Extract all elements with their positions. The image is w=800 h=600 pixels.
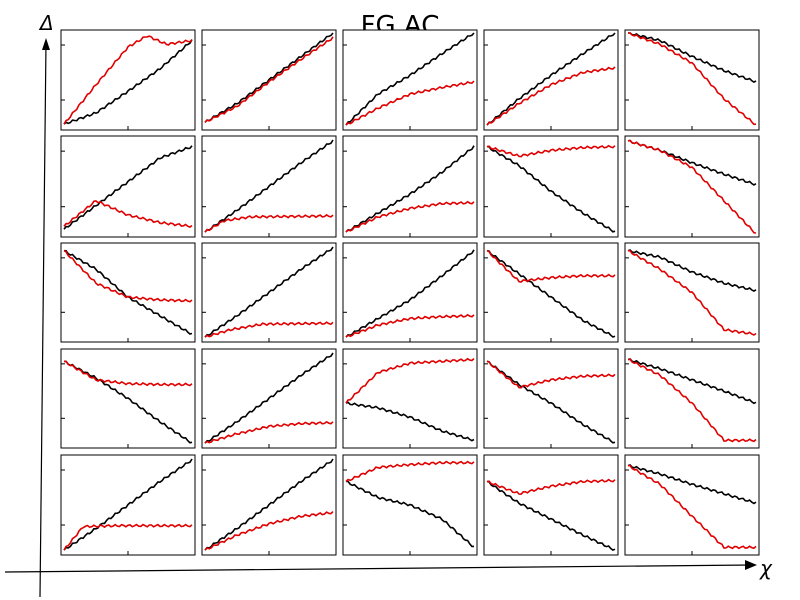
red-series-line	[204, 511, 334, 551]
red-series-line	[486, 478, 616, 496]
black-series-line	[486, 249, 616, 338]
panel-r1c2	[201, 29, 337, 131]
panel-frame	[342, 242, 478, 343]
black-series-line	[204, 246, 334, 338]
black-series-line	[627, 358, 757, 405]
black-series-line	[486, 480, 616, 552]
panel-r2c4	[483, 135, 619, 238]
panel-r5c4	[483, 454, 619, 556]
panel-frame	[60, 135, 196, 238]
red-series-line	[63, 35, 193, 125]
black-series-line	[628, 32, 757, 84]
black-series-line	[486, 145, 616, 233]
panel-r4c1	[60, 348, 196, 449]
red-series-line	[486, 360, 616, 389]
panel-r3c3	[342, 242, 478, 343]
black-series-line	[204, 458, 334, 551]
y-axis-arrowhead	[42, 38, 50, 50]
panel-r3c4	[483, 242, 619, 343]
black-series-line	[63, 360, 193, 444]
panel-r3c2	[201, 242, 337, 343]
panel-r2c5	[624, 135, 760, 238]
panel-frame	[342, 29, 478, 131]
panel-frame	[624, 29, 760, 131]
red-series-line	[627, 249, 757, 336]
x-axis-arrowhead	[745, 560, 757, 570]
red-series-line	[204, 213, 334, 233]
red-series-line	[486, 144, 616, 158]
red-series-line	[345, 313, 475, 338]
red-series-line	[486, 66, 616, 126]
red-series-line	[627, 139, 757, 234]
red-series-line	[345, 357, 475, 404]
panel-r5c5	[624, 454, 760, 556]
panel-r4c3	[342, 348, 478, 449]
black-series-line	[204, 139, 334, 233]
panel-r2c2	[201, 135, 337, 238]
red-series-line	[204, 321, 334, 338]
panel-frame	[60, 242, 196, 343]
panel-r3c1	[60, 242, 196, 343]
red-series-line	[63, 200, 193, 229]
panel-r4c4	[483, 348, 619, 449]
black-series-line	[486, 32, 616, 126]
black-series-line	[204, 32, 334, 123]
black-series-line	[346, 480, 474, 548]
red-series-line	[345, 200, 475, 233]
panel-r2c3	[342, 135, 478, 238]
black-series-line	[486, 360, 616, 444]
panel-r2c1	[60, 135, 196, 238]
panel-frame	[342, 135, 478, 238]
panel-r5c2	[201, 454, 337, 556]
red-series-line	[204, 36, 334, 123]
panel-frame	[483, 242, 619, 343]
panel-r1c5	[624, 29, 760, 131]
red-series-line	[628, 358, 757, 443]
red-series-line	[345, 460, 475, 483]
black-series-line	[627, 464, 757, 505]
red-series-line	[63, 249, 193, 303]
black-series-line	[627, 249, 757, 293]
panel-r5c3	[342, 454, 478, 556]
y-axis-label: Δ	[38, 11, 54, 35]
panel-frame	[342, 348, 478, 449]
red-series-line	[345, 80, 475, 126]
panel-r4c5	[624, 348, 760, 449]
red-series-line	[627, 464, 757, 550]
red-series-line	[486, 249, 616, 283]
red-series-line	[63, 523, 193, 551]
panel-r3c5	[624, 242, 760, 343]
panel-r1c3	[342, 29, 478, 131]
red-series-line	[63, 360, 193, 387]
red-series-line	[628, 32, 757, 126]
panel-r4c2	[201, 348, 337, 449]
black-series-line	[204, 352, 334, 444]
panel-r1c1	[60, 29, 196, 131]
outer-axes	[4, 38, 757, 598]
y-axis-arrow	[39, 41, 47, 598]
panel-r5c1	[60, 454, 196, 556]
black-series-line	[63, 145, 193, 230]
panel-frame	[483, 454, 619, 556]
black-series-line	[345, 145, 475, 233]
black-series-line	[345, 249, 475, 338]
black-series-line	[63, 39, 193, 125]
panel-frame	[624, 135, 760, 238]
black-series-line	[345, 32, 475, 126]
panel-grid	[60, 29, 760, 556]
x-axis-label: χ	[759, 556, 773, 580]
black-series-line	[345, 401, 475, 442]
black-series-line	[63, 458, 193, 551]
x-axis-arrow	[4, 564, 753, 573]
red-series-line	[204, 420, 334, 444]
panel-r1c4	[483, 29, 619, 131]
